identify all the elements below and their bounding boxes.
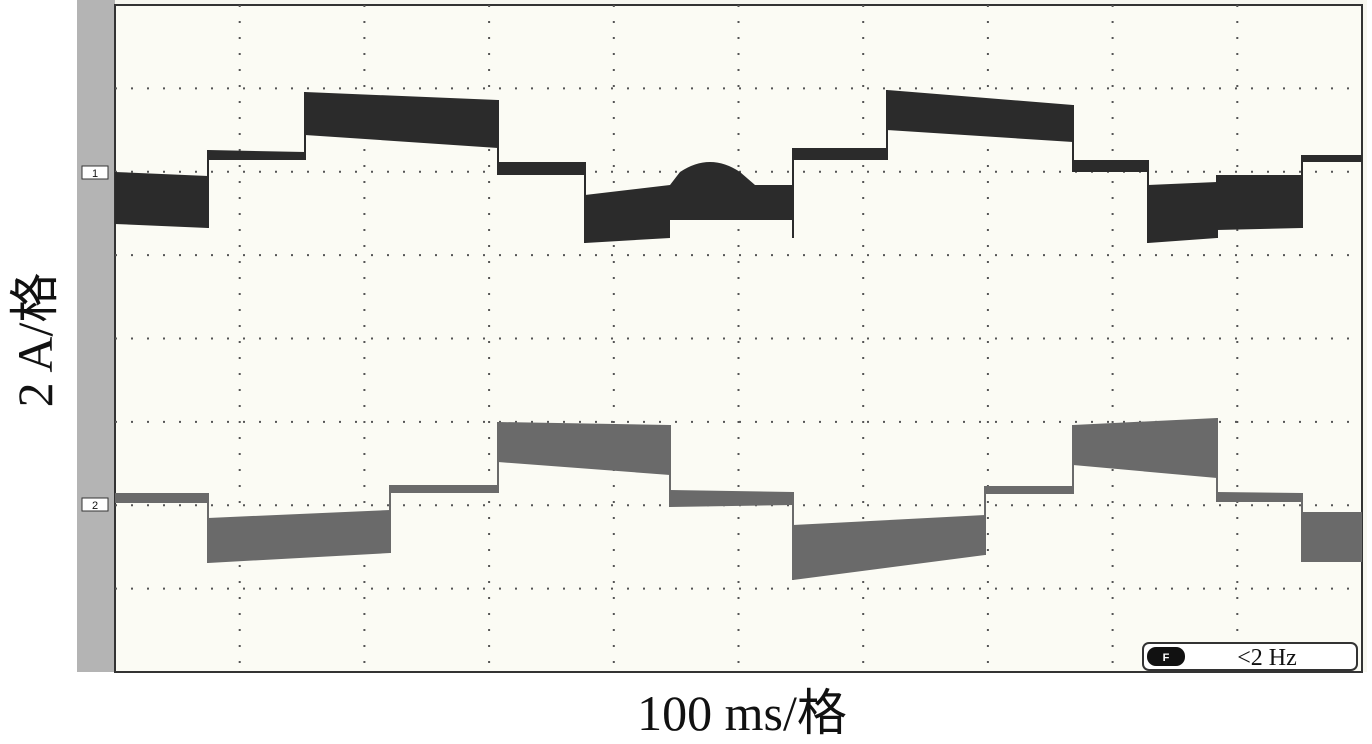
badge-icon-label: F [1163,652,1170,664]
x-axis-label: 100 ms/格 [637,685,847,741]
side-strip [77,0,115,672]
waveform-segment [115,172,208,228]
waveform-segment [115,493,208,503]
waveform-segment [793,148,887,160]
marker-label: 1 [92,168,98,180]
waveform-segment [498,162,585,175]
marker-label: 2 [92,500,98,512]
waveform-segment [887,90,1073,142]
waveform-segment [498,422,670,475]
waveform-segment [1073,160,1148,172]
filter-badge: F <2 Hz [1142,642,1358,671]
waveform-segment [670,490,793,507]
waveform-segment [1302,512,1362,562]
waveform-segment [1073,418,1217,478]
waveform-segment [305,92,498,148]
badge-box [1142,642,1358,671]
waveform-segment [208,150,305,160]
waveform-segment [985,486,1073,494]
waveform-segment [793,515,985,580]
y-axis-label: 2 A/格 [7,273,63,408]
waveform-segment [1148,182,1217,243]
waveform-segment [585,185,670,243]
marker-box [81,497,109,512]
badge-icon [1147,647,1185,666]
plot-area [114,4,1363,673]
waveform-segment [1302,155,1362,162]
channel-1-marker: 1 [81,165,109,180]
waveforms [115,90,1362,580]
badge-text: <2 Hz [1237,645,1297,671]
waveform-segment [208,510,390,563]
waveform-segment [1217,492,1302,502]
channel-2-marker: 2 [81,497,109,512]
waveform-segment [670,162,793,220]
marker-box [81,165,109,180]
waveform-segment [390,485,498,493]
waveform-segment [1217,175,1302,230]
